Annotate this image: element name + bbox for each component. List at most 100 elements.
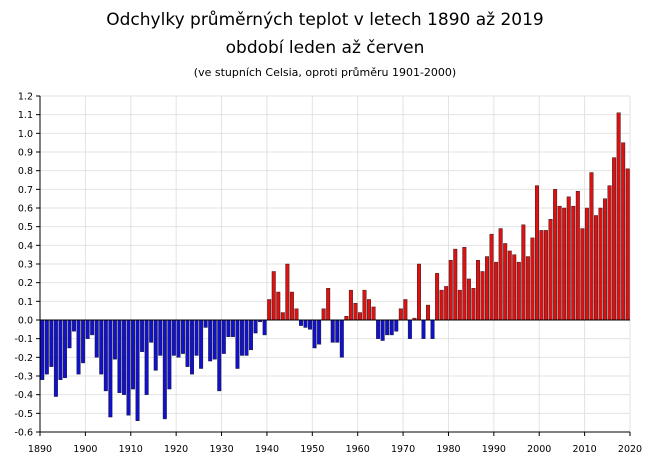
bar-1937 [253, 319, 258, 334]
y-tick-label: 0.2 [18, 278, 33, 289]
y-tick-label: 0.8 [18, 166, 33, 177]
x-tick-label: 1940 [255, 444, 279, 455]
y-tick-label: 1.1 [18, 110, 33, 121]
bar-1910 [131, 319, 136, 390]
chart-title: Odchylky průměrných teplot v letech 1890… [106, 10, 544, 30]
x-tick-label: 1970 [391, 444, 415, 455]
bar-2015 [607, 185, 612, 321]
bar-1966 [385, 319, 390, 336]
bar-1979 [444, 286, 449, 321]
bar-2002 [548, 218, 553, 321]
y-tick-label: 0.3 [18, 260, 33, 271]
bar-1959 [353, 303, 358, 321]
bar-2003 [553, 189, 558, 321]
chart-note: (ve stupních Celsia, oproti průměru 1901… [193, 66, 457, 79]
bar-2011 [589, 172, 594, 321]
bar-1941 [271, 271, 276, 321]
bar-1995 [516, 261, 521, 321]
bar-1961 [362, 289, 367, 321]
bar-1978 [439, 289, 444, 321]
bar-1964 [376, 319, 381, 339]
bar-1955 [335, 319, 340, 343]
bar-1946 [294, 308, 299, 321]
bar-1976 [430, 319, 435, 339]
bar-1920 [176, 319, 181, 358]
bar-1896 [67, 319, 72, 349]
bar-1957 [344, 316, 349, 321]
bar-1977 [435, 273, 440, 321]
bar-1915 [153, 319, 158, 371]
bar-1965 [380, 319, 385, 341]
y-tick-label: 1.0 [18, 129, 33, 140]
bar-1973 [416, 263, 421, 321]
bar-1994 [512, 254, 517, 321]
bar-1984 [466, 278, 471, 321]
bar-2010 [584, 207, 589, 321]
bar-1919 [171, 319, 176, 356]
bar-1954 [330, 319, 335, 343]
x-tick-label: 1990 [482, 444, 506, 455]
bar-1914 [149, 319, 154, 343]
bar-1912 [140, 319, 145, 352]
x-tick-label: 2020 [618, 444, 642, 455]
bar-1907 [117, 319, 122, 394]
bar-1893 [53, 319, 58, 397]
bar-1925 [199, 319, 204, 369]
bar-1970 [403, 299, 408, 321]
y-tick-label: 0.5 [18, 222, 33, 233]
bar-1997 [525, 256, 530, 321]
bar-1928 [212, 319, 217, 360]
bar-1990 [494, 261, 499, 321]
bar-1982 [457, 289, 462, 321]
bar-1981 [453, 248, 458, 321]
bar-1899 [81, 319, 86, 364]
y-tick-label: 0.9 [18, 148, 33, 159]
bar-1890 [40, 319, 45, 380]
bar-1996 [521, 224, 526, 321]
bar-1960 [357, 312, 362, 321]
bar-1898 [76, 319, 81, 375]
bar-2008 [575, 190, 580, 321]
bar-2007 [571, 205, 576, 321]
bar-1953 [326, 288, 331, 321]
bar-1892 [49, 319, 54, 367]
bar-1975 [426, 304, 431, 321]
bar-1904 [103, 319, 108, 392]
bar-1916 [158, 319, 163, 356]
x-tick-label: 1980 [436, 444, 460, 455]
bar-1962 [367, 299, 372, 321]
y-tick-label: -0.2 [14, 353, 33, 364]
bar-1903 [99, 319, 104, 375]
bar-1922 [185, 319, 190, 367]
x-tick-label: 1960 [346, 444, 370, 455]
bar-1905 [108, 319, 113, 418]
bar-1947 [298, 319, 303, 326]
bar-2004 [557, 205, 562, 321]
y-tick-label: -0.1 [14, 334, 33, 345]
y-tick-label: 0.6 [18, 204, 33, 215]
bar-1917 [162, 319, 167, 420]
bar-1900 [85, 319, 90, 339]
x-tick-label: 1910 [119, 444, 143, 455]
bar-2001 [544, 230, 549, 321]
y-tick-label: 0.7 [18, 185, 33, 196]
bar-1991 [498, 228, 503, 321]
y-tick-label: -0.6 [14, 428, 33, 439]
bar-1952 [321, 308, 326, 321]
bar-1918 [167, 319, 172, 390]
x-tick-label: 1920 [164, 444, 188, 455]
bar-1980 [448, 260, 453, 321]
bar-1968 [394, 319, 399, 332]
bar-1974 [421, 319, 426, 339]
bar-1993 [507, 250, 512, 321]
bar-1967 [389, 319, 394, 336]
bar-1999 [534, 185, 539, 321]
bar-1985 [471, 288, 476, 321]
bar-1936 [249, 319, 254, 351]
x-tick-label: 1930 [209, 444, 233, 455]
bar-1956 [339, 319, 344, 358]
bar-1958 [348, 289, 353, 321]
bar-1934 [239, 319, 244, 356]
bar-1906 [112, 319, 117, 360]
